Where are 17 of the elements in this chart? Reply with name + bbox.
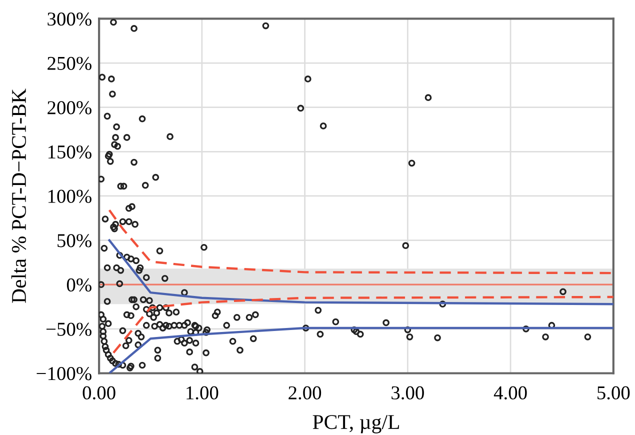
y-tick-label: 150%	[48, 145, 92, 159]
y-tick-label: 50%	[58, 234, 92, 248]
x-tick-label: 1.00	[186, 386, 218, 400]
y-tick-label: 250%	[48, 56, 92, 70]
y-tick-label: 100%	[48, 190, 92, 203]
y-tick-label: 300%	[48, 12, 92, 26]
x-tick-label: 2.00	[288, 386, 322, 400]
x-tick-label: 3.00	[392, 386, 424, 400]
y-tick-label: 0%	[66, 278, 92, 292]
x-tick-label: 5.00	[598, 386, 630, 400]
y-tick-label: 200%	[48, 101, 92, 114]
x-tick-label: 0.00	[82, 386, 116, 400]
x-tick-label: 4.00	[494, 386, 527, 400]
x-axis-title: PCT, µg/L	[312, 415, 399, 434]
y-tick-label: −50%	[46, 322, 92, 336]
y-tick-label: −100%	[36, 367, 92, 380]
y-axis-title: Delta % PCT-D−PCT-BK	[11, 88, 26, 303]
